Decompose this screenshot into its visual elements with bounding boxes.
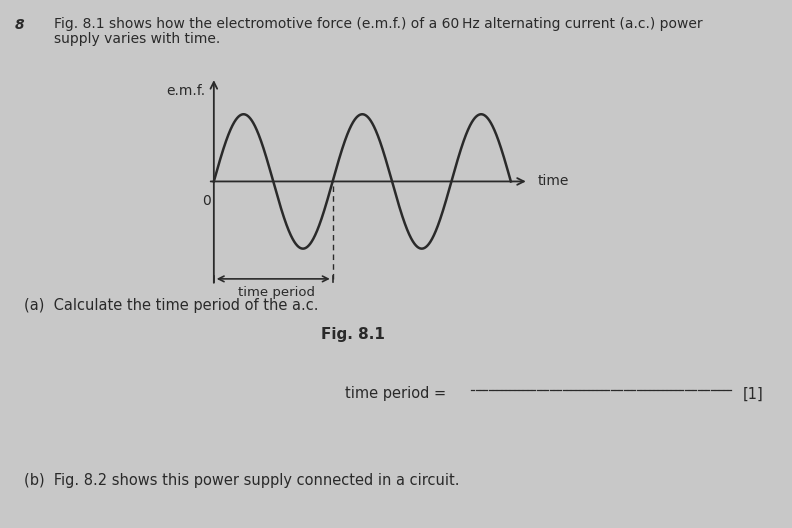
Text: (b)  Fig. 8.2 shows this power supply connected in a circuit.: (b) Fig. 8.2 shows this power supply con…: [24, 473, 459, 487]
Text: time period: time period: [238, 286, 314, 299]
Text: time period =: time period =: [345, 386, 451, 401]
Text: supply varies with time.: supply varies with time.: [54, 32, 220, 46]
Text: [1]: [1]: [743, 386, 763, 401]
Text: Fig. 8.1: Fig. 8.1: [321, 327, 384, 342]
Text: e.m.f.: e.m.f.: [166, 84, 205, 98]
Text: 0: 0: [202, 194, 211, 208]
Text: 8: 8: [14, 18, 24, 33]
Text: Fig. 8.1 shows how the electromotive force (e.m.f.) of a 60 Hz alternating curre: Fig. 8.1 shows how the electromotive for…: [54, 17, 703, 31]
Text: time: time: [538, 174, 569, 188]
Text: (a)  Calculate the time period of the a.c.: (a) Calculate the time period of the a.c…: [24, 298, 318, 313]
